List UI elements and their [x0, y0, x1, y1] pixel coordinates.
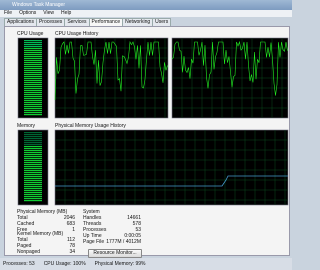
meter-segment — [24, 64, 42, 65]
meter-segment — [24, 136, 42, 137]
meter-segment — [24, 180, 42, 181]
status-item: Physical Memory: 99% — [95, 261, 146, 267]
meter-segment — [24, 142, 42, 143]
meter-segment — [24, 138, 42, 139]
meter-segment — [24, 46, 42, 47]
meter-segment — [24, 132, 42, 133]
meter-segment — [24, 98, 42, 99]
meter-segment — [24, 68, 42, 69]
stats-label: Nonpaged — [17, 249, 40, 255]
meter-segment — [24, 196, 42, 197]
meter-segment — [24, 176, 42, 177]
meter-segment — [24, 76, 42, 77]
meter-segment — [24, 92, 42, 93]
meter-segment — [24, 144, 42, 145]
stats-row: Nonpaged 34 — [17, 249, 75, 255]
meter-segment — [24, 94, 42, 95]
meter-segment — [24, 90, 42, 91]
meter-segment — [24, 190, 42, 191]
meter-segment — [24, 198, 42, 199]
meter-segment — [24, 172, 42, 173]
meter-segment — [24, 100, 42, 101]
meter-segment — [24, 62, 42, 63]
meter-segment — [24, 58, 42, 59]
meter-segment — [24, 96, 42, 97]
meter-segment — [24, 70, 42, 71]
meter-segment — [24, 162, 42, 163]
meter-segment — [24, 134, 42, 135]
meter-segment — [24, 84, 42, 85]
meter-segment — [24, 104, 42, 105]
meter-segment — [24, 60, 42, 61]
stats-value: 1 — [72, 227, 75, 233]
stats-label: Page File — [83, 239, 104, 245]
stats-value: 34 — [69, 249, 75, 255]
meter-segment — [24, 110, 42, 111]
meter-segment — [24, 178, 42, 179]
panel-label: CPU Usage History — [55, 31, 98, 37]
graph-background — [18, 130, 48, 205]
meter-segment — [24, 150, 42, 151]
meter-segment — [24, 184, 42, 185]
meter-segment — [24, 66, 42, 67]
meter-segment — [24, 112, 42, 113]
meter-segment — [24, 102, 42, 103]
status-item: Processes: 53 — [3, 261, 35, 267]
meter-segment — [24, 200, 42, 201]
meter-segment — [24, 182, 42, 183]
meter-segment — [24, 50, 42, 51]
meter-segment — [24, 188, 42, 189]
panel-label: Memory — [17, 123, 35, 129]
meter-segment — [24, 80, 42, 81]
meter-segment — [24, 72, 42, 73]
meter-segment — [24, 156, 42, 157]
meter-segment — [24, 86, 42, 87]
meter-segment — [24, 152, 42, 153]
panel-label: CPU Usage — [17, 31, 43, 37]
meter-segment — [24, 74, 42, 75]
graph-layer — [18, 38, 288, 205]
meter-segment — [24, 174, 42, 175]
meter-segment — [24, 48, 42, 49]
meter-segment — [24, 140, 42, 141]
meter-segment — [24, 42, 42, 43]
meter-segment — [24, 106, 42, 107]
meter-segment — [24, 56, 42, 57]
meter-segment — [24, 108, 42, 109]
meter-segment — [24, 194, 42, 195]
meter-segment — [24, 160, 42, 161]
meter-segment — [24, 52, 42, 53]
panel-label: Physical Memory Usage History — [55, 123, 126, 129]
meter-segment — [24, 166, 42, 167]
graph-background — [55, 130, 288, 205]
meter-segment — [24, 170, 42, 171]
meter-segment — [24, 164, 42, 165]
meter-segment — [24, 186, 42, 187]
meter-segment — [24, 148, 42, 149]
status-bar: Processes: 53 CPU Usage: 100% Physical Mem… — [0, 258, 292, 270]
meter-segment — [24, 88, 42, 89]
meter-segment — [24, 114, 42, 115]
meter-segment — [24, 192, 42, 193]
stats-value: 1777M / 4012M — [106, 239, 141, 245]
meter-segment — [24, 44, 42, 45]
meter-segment — [24, 54, 42, 55]
meter-segment — [24, 154, 42, 155]
status-item: CPU Usage: 100% — [44, 261, 86, 267]
meter-segment — [24, 146, 42, 147]
meter-segment — [24, 158, 42, 159]
meter-segment — [24, 168, 42, 169]
meter-segment — [24, 78, 42, 79]
meter-segment — [24, 82, 42, 83]
resource-monitor-button[interactable]: Resource Monitor... — [88, 249, 142, 258]
meter-segment — [24, 40, 42, 41]
